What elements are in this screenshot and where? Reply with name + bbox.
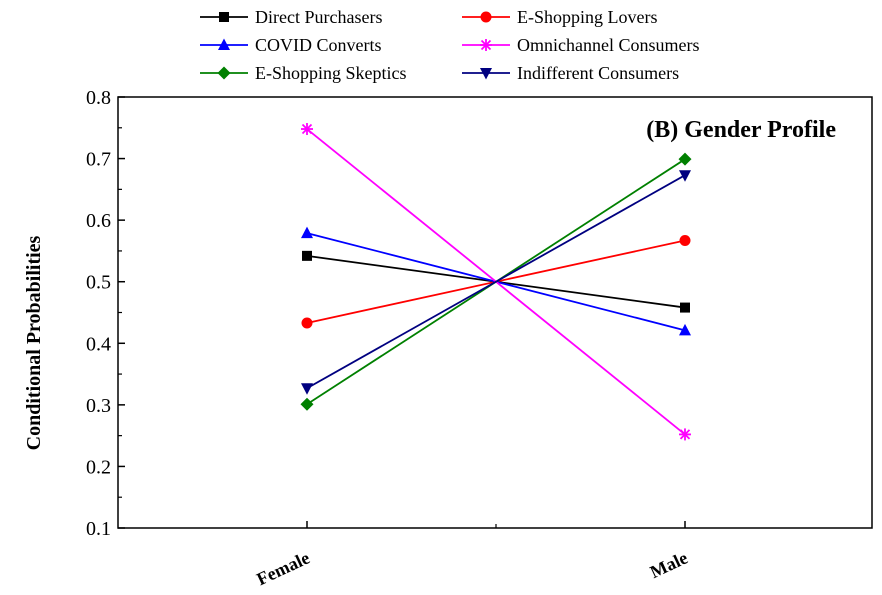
legend-item: COVID Converts — [200, 35, 382, 55]
series-marker — [680, 302, 690, 313]
series-marker — [678, 152, 692, 166]
axes: 0.1 0.2 0.3 0.4 0.5 0.6 0.7 0.8 Female Male — [86, 87, 873, 589]
legend-item: E-Shopping Skeptics — [200, 63, 407, 83]
x-tick-label: Female — [254, 547, 313, 589]
series-marker — [218, 38, 230, 50]
series-marker — [302, 250, 312, 261]
series-marker — [300, 397, 314, 411]
y-tick-label: 0.3 — [86, 395, 111, 417]
series-indifferent-consumers — [301, 170, 691, 395]
legend-item: Omnichannel Consumers — [462, 35, 699, 55]
legend-label: Indifferent Consumers — [517, 63, 679, 83]
y-axis-label: Conditional Probabilities — [23, 235, 45, 450]
legend-item: E-Shopping Lovers — [462, 7, 657, 27]
x-tick-label: Male — [647, 547, 691, 582]
series-marker — [679, 428, 691, 441]
series-marker — [301, 226, 313, 239]
chart-title: (B) Gender Profile — [646, 117, 836, 143]
y-tick-label: 0.6 — [86, 210, 111, 232]
series-marker — [301, 383, 313, 395]
series-marker — [217, 66, 231, 80]
series-marker — [480, 11, 492, 23]
series-marker — [679, 234, 691, 246]
legend-item: Direct Purchasers — [200, 7, 382, 27]
series-marker — [301, 317, 313, 329]
series-marker — [219, 12, 229, 22]
legend-label: COVID Converts — [255, 35, 382, 55]
y-tick-label: 0.8 — [86, 87, 111, 109]
legend-label: Omnichannel Consumers — [517, 35, 699, 55]
series-marker — [679, 323, 691, 336]
legend-label: E-Shopping Skeptics — [255, 63, 407, 83]
series-marker — [480, 68, 492, 80]
legend-label: Direct Purchasers — [255, 7, 382, 27]
legend-item: Indifferent Consumers — [462, 63, 679, 83]
y-tick-label: 0.2 — [86, 456, 111, 478]
series-line — [306, 174, 686, 390]
series-marker — [480, 39, 492, 51]
series-marker — [301, 123, 313, 136]
series-marker — [679, 170, 691, 182]
y-tick-label: 0.1 — [86, 518, 111, 540]
y-tick-label: 0.5 — [86, 272, 111, 294]
legend-label: E-Shopping Lovers — [517, 7, 657, 27]
legend: Direct Purchasers E-Shopping Lovers COVID … — [200, 7, 699, 83]
y-tick-label: 0.4 — [86, 333, 111, 355]
y-tick-label: 0.7 — [86, 149, 111, 171]
plot-frame — [117, 96, 873, 529]
series-layer — [300, 123, 692, 441]
